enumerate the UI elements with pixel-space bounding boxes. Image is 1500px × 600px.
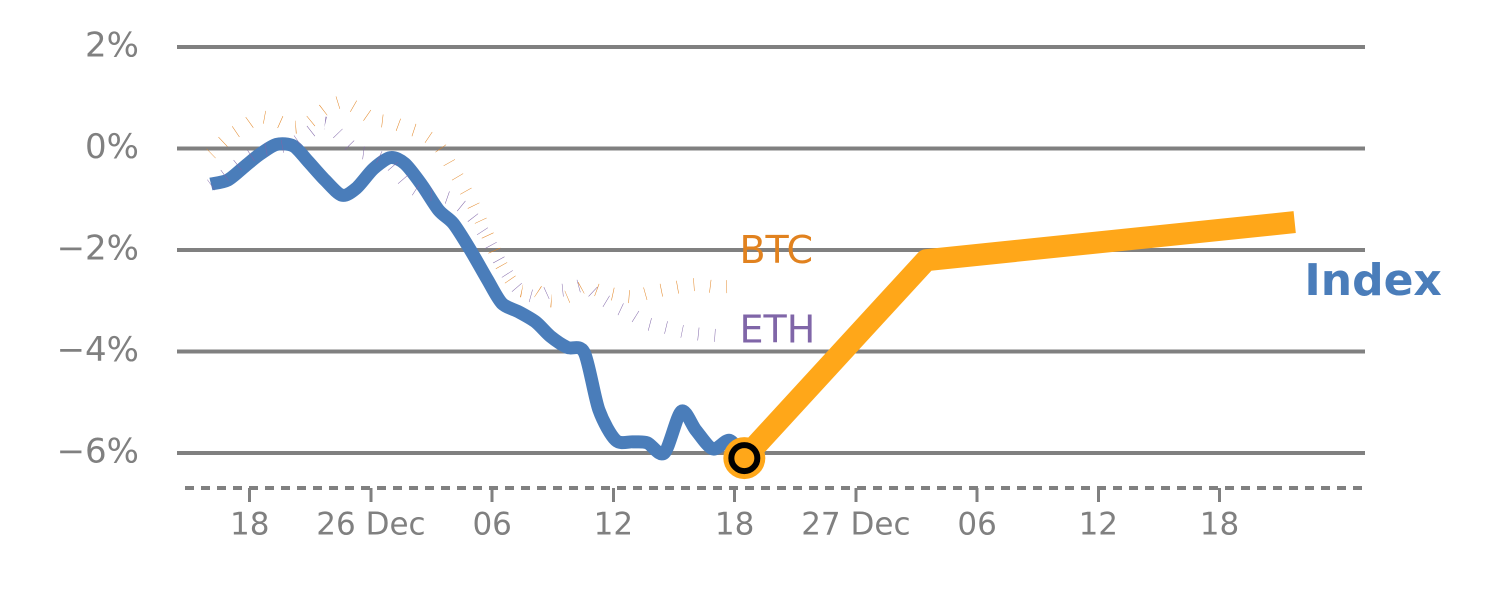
gridlines (177, 45, 1365, 455)
series-label-eth: ETH (739, 308, 815, 352)
series-line-eth (207, 116, 731, 343)
x-axis-tick-labels: 18 26 Dec 06 12 18 27 Dec 06 12 18 (230, 506, 1239, 542)
x-tick-label: 12 (1079, 506, 1118, 542)
series-label-btc: BTC (739, 228, 813, 272)
series-label-index: Index (1304, 255, 1441, 306)
series-line-index (209, 137, 750, 463)
y-tick-label: 2% (85, 26, 139, 66)
y-tick-label: −2% (57, 229, 139, 269)
projection-start-marker[interactable] (728, 442, 761, 475)
x-tick-label: 18 (1200, 506, 1239, 542)
y-tick-label: −6% (57, 432, 139, 472)
series-line-btc (206, 95, 730, 308)
y-tick-label: 0% (85, 127, 139, 167)
x-tick-label: 27 Dec (801, 506, 910, 542)
x-tick-label: 12 (594, 506, 633, 542)
data-series (206, 95, 1296, 466)
series-labels: Index BTC ETH (739, 228, 1441, 352)
y-axis-tick-labels: 2% 0% −2% −4% −6% (57, 26, 139, 472)
data-markers (723, 437, 766, 480)
y-tick-label: −4% (57, 330, 139, 370)
x-tick-label: 06 (472, 506, 511, 542)
x-tick-label: 26 Dec (316, 506, 425, 542)
x-tick-label: 06 (957, 506, 996, 542)
x-tick-label: 18 (715, 506, 754, 542)
x-tick-label: 18 (230, 506, 269, 542)
x-axis-ticks (248, 488, 1222, 502)
series-line-projection (736, 211, 1296, 466)
